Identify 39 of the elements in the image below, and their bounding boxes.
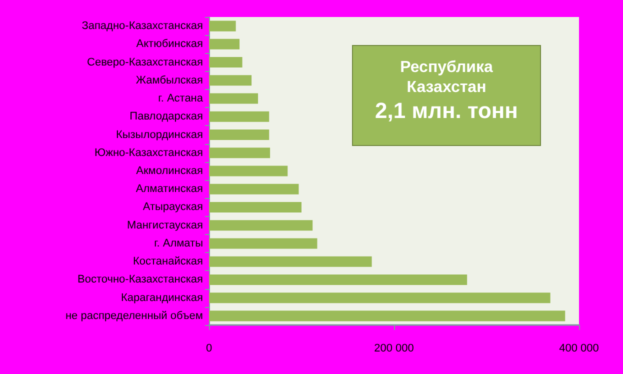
bar [209, 220, 313, 231]
y-tick-label: Актюбинская [136, 38, 204, 50]
y-tick-label: Карагандинская [121, 292, 204, 304]
annotation: Республика Казахстан [400, 59, 494, 96]
y-tick-label: г. Астана [158, 92, 204, 105]
bar [209, 130, 270, 140]
bar [209, 202, 302, 212]
bar [209, 38, 240, 50]
bar [209, 111, 270, 122]
y-tick-label: Северо-Казахстанская [87, 56, 204, 68]
y-tick-label: Восточно-Казахстанская [77, 274, 204, 286]
x-tick-label: 200 000 [374, 342, 414, 354]
y-tick-label: Кызылординская [116, 128, 204, 141]
y-tick-label: Алматинская [136, 183, 204, 196]
bar [209, 93, 258, 104]
bar [209, 75, 252, 86]
y-tick-label: Акмолинская [136, 165, 204, 177]
bar [209, 310, 566, 322]
y-tick-label: Жамбылская [136, 74, 204, 86]
bar [209, 148, 270, 158]
annotation: 2,1 млн. тонн [375, 98, 518, 123]
bar [209, 274, 468, 285]
y-tick-label: Костанайская [132, 256, 204, 268]
bar [209, 184, 299, 194]
x-tick-label: 400 000 [559, 342, 599, 354]
y-tick-label: г. Алматы [154, 237, 204, 250]
y-tick-label: Западно-Казахстанская [82, 20, 204, 32]
y-tick-label: Атырауская [142, 201, 204, 214]
bar [209, 256, 372, 267]
y-tick-label: Павлодарская [130, 110, 204, 123]
bar [209, 238, 318, 249]
bar [209, 57, 242, 68]
bar [209, 292, 550, 304]
y-tick-label: не распределенный объем [65, 310, 203, 322]
y-tick-label: Южно-Казахстанская [94, 146, 204, 159]
y-tick-label: Мангистауская [126, 219, 204, 232]
bar [209, 166, 288, 176]
bar [209, 20, 236, 32]
x-tick-label: 0 [206, 342, 212, 354]
